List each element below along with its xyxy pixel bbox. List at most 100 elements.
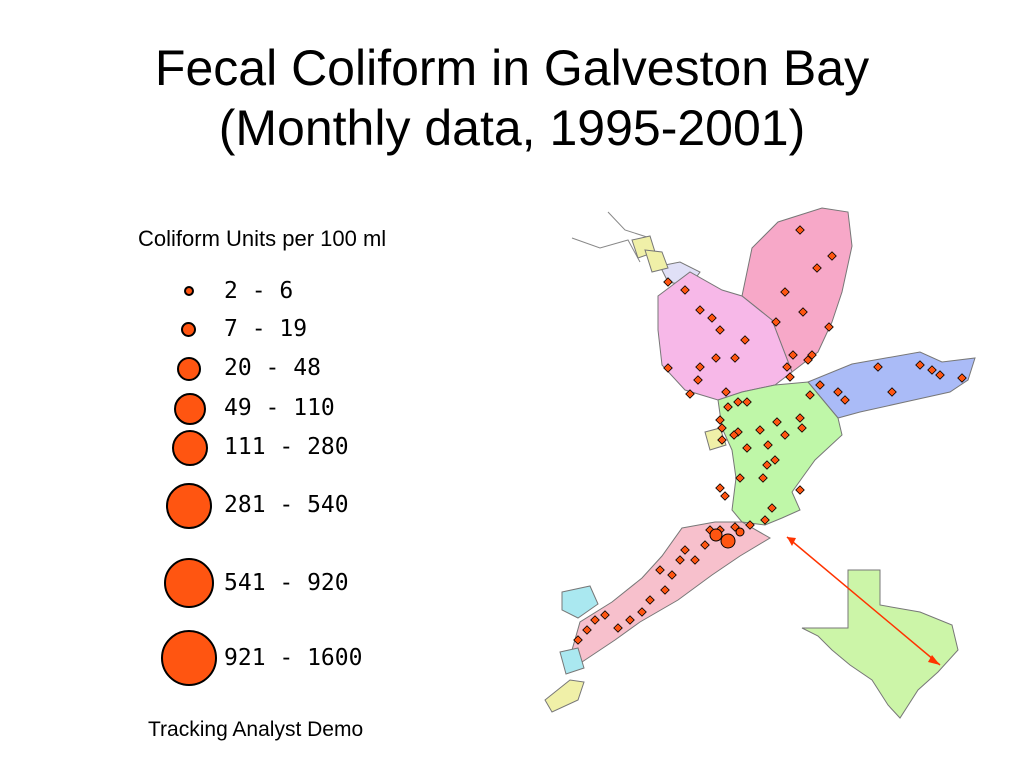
sampling-site-marker	[720, 491, 730, 501]
sampling-site-marker	[788, 350, 798, 360]
sampling-site-marker	[660, 585, 670, 595]
small-bay-zone	[644, 249, 669, 273]
sampling-site-marker	[758, 473, 768, 483]
legend-marker	[172, 430, 208, 466]
sampling-site-marker	[798, 307, 808, 317]
sampling-site-marker	[772, 417, 782, 427]
arrow-head	[787, 537, 796, 546]
legend-marker	[174, 393, 206, 425]
sampling-site-marker	[767, 503, 777, 513]
legend-label: 7 - 19	[224, 316, 308, 342]
legend-item: 111 - 280	[150, 426, 410, 482]
sampling-site-marker	[780, 287, 790, 297]
legend-label: 541 - 920	[224, 570, 349, 596]
sampling-site-marker	[715, 325, 725, 335]
sampling-site-marker	[715, 483, 725, 493]
small-bay-zone	[561, 585, 599, 619]
legend-title: Coliform Units per 100 ml	[138, 226, 387, 251]
sampling-site-marker	[573, 635, 583, 645]
legend-item: 2 - 6	[150, 270, 410, 326]
sampling-site-marker	[730, 353, 740, 363]
sampling-site-marker	[735, 473, 745, 483]
legend-label: 111 - 280	[224, 434, 349, 460]
sampling-site-marker	[887, 387, 897, 397]
sampling-site-marker	[762, 460, 772, 470]
sampling-site-marker	[711, 353, 721, 363]
sampling-site-marker	[675, 555, 685, 565]
legend-marker	[164, 558, 214, 608]
sampling-site-marker	[582, 625, 592, 635]
texas-locator-map	[801, 569, 959, 719]
legend-marker	[161, 630, 217, 686]
sampling-site-marker	[840, 395, 850, 405]
small-bay-zone	[559, 647, 585, 675]
sampling-site-marker	[760, 515, 770, 525]
sampling-site-marker	[715, 415, 725, 425]
legend-item: 921 - 1600	[150, 630, 410, 686]
sampling-site-marker	[655, 565, 665, 575]
sampling-site-marker	[763, 440, 773, 450]
legend-item: 281 - 540	[150, 483, 410, 539]
legend-label: 49 - 110	[224, 395, 335, 421]
sampling-site-marker	[770, 455, 780, 465]
sampling-site-marker	[613, 623, 623, 633]
sampling-site-marker	[695, 305, 705, 315]
sampling-site-marker	[771, 317, 781, 327]
east-bay-zone	[807, 351, 976, 419]
sampling-site-marker	[833, 387, 843, 397]
sampling-site-marker	[740, 335, 750, 345]
sampling-site-marker	[717, 423, 727, 433]
sampling-site-marker	[795, 485, 805, 495]
sampling-site-marker	[873, 362, 883, 372]
west-bay-zone	[571, 521, 771, 663]
legend-item: 20 - 48	[150, 347, 410, 403]
sampling-site-marker	[935, 370, 945, 380]
shoreline	[571, 237, 641, 263]
sampling-site-marker	[690, 555, 700, 565]
sampling-site-marker	[600, 610, 610, 620]
sampling-site-marker	[637, 607, 647, 617]
sampling-site-marker	[780, 430, 790, 440]
sampling-site-marker	[745, 520, 755, 530]
sampling-site-marker	[782, 362, 792, 372]
sampling-site-marker	[957, 373, 967, 383]
sampling-site-marker	[680, 285, 690, 295]
sampling-site-marker	[742, 397, 752, 407]
sampling-site-marker	[721, 387, 731, 397]
legend-marker	[177, 357, 201, 381]
sampling-site-marker	[795, 413, 805, 423]
sampling-site-marker	[927, 365, 937, 375]
legend-label: 921 - 1600	[224, 645, 363, 671]
sampling-site-marker	[803, 355, 813, 365]
legend-marker	[166, 483, 212, 529]
sampling-site-marker	[667, 570, 677, 580]
shoreline	[607, 211, 651, 239]
sampling-site-marker	[733, 397, 743, 407]
sampling-site-marker	[729, 430, 739, 440]
sampling-site-marker	[590, 615, 600, 625]
sampling-site-marker	[797, 423, 807, 433]
sampling-site-marker	[693, 375, 703, 385]
legend-item: 7 - 19	[150, 308, 410, 364]
sampling-site-marker	[805, 390, 815, 400]
sampling-site-marker	[685, 389, 695, 399]
sampling-site-marker	[700, 540, 710, 550]
sampling-site-marker	[915, 360, 925, 370]
sampling-site-marker	[815, 380, 825, 390]
sampling-site-marker	[707, 313, 717, 323]
sampling-site-marker	[723, 402, 733, 412]
sampling-site-marker	[827, 251, 837, 261]
locator-arrow	[786, 536, 941, 666]
legend-marker	[184, 286, 194, 296]
small-bay-zone	[704, 427, 727, 451]
lower-bay-zone	[717, 381, 843, 526]
legend-label: 20 - 48	[224, 355, 321, 381]
legend-label: 281 - 540	[224, 492, 349, 518]
galveston-bay-map	[544, 207, 976, 719]
legend-item: 541 - 920	[150, 558, 410, 614]
sampling-site-marker	[645, 595, 655, 605]
page-title: Fecal Coliform in Galveston Bay	[154, 40, 870, 96]
sampling-site-marker	[695, 362, 705, 372]
sampling-site-marker	[717, 435, 727, 445]
legend: 2 - 6 7 - 19 20 - 48 49 - 110 111 - 280 …	[150, 270, 410, 690]
